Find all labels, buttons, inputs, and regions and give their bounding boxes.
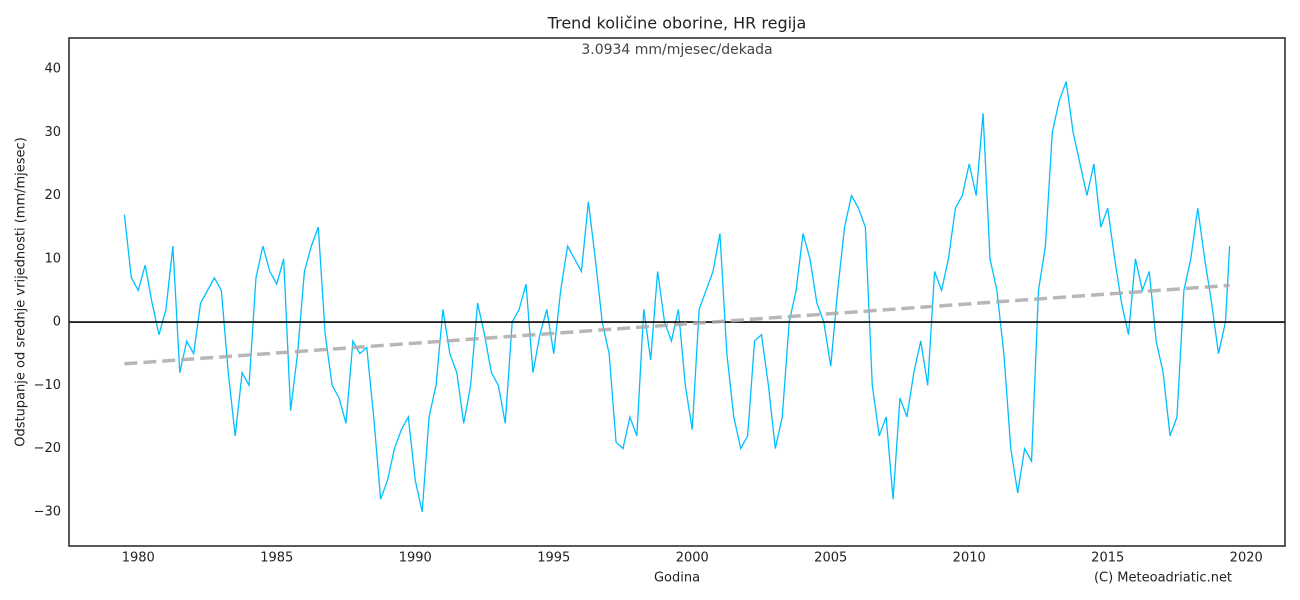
x-tick-label: 2000: [676, 551, 709, 566]
y-tick-label: 20: [44, 188, 61, 203]
y-tick-label: −10: [34, 378, 61, 393]
x-tick-label: 1995: [537, 551, 570, 566]
x-tick-label: 2015: [1091, 551, 1124, 566]
chart-subtitle: 3.0934 mm/mjesec/dekada: [581, 42, 772, 58]
y-tick-label: 40: [44, 61, 61, 76]
x-tick-label: 2020: [1230, 551, 1263, 566]
y-tick-label: 10: [44, 251, 61, 266]
y-tick-label: 0: [53, 315, 61, 330]
data-line: [123, 81, 1231, 512]
x-tick-label: 2005: [814, 551, 847, 566]
x-axis-label: Godina: [654, 571, 700, 586]
x-tick-label: 1990: [399, 551, 432, 566]
credit: (C) Meteoadriatic.net: [1094, 571, 1232, 586]
y-tick-label: −30: [34, 504, 61, 519]
y-tick-label: −20: [34, 441, 61, 456]
x-tick-label: 2010: [953, 551, 986, 566]
plot-frame: [68, 37, 1286, 547]
x-tick-label: 1985: [260, 551, 293, 566]
y-tick-label: 30: [44, 125, 61, 140]
x-tick-label: 1980: [122, 551, 155, 566]
trend-line: [124, 283, 1230, 366]
chart-title: Trend količine oborine, HR regija: [547, 14, 807, 33]
y-axis-label: Odstupanje od srednje vrijednosti (mm/mj…: [14, 137, 29, 447]
